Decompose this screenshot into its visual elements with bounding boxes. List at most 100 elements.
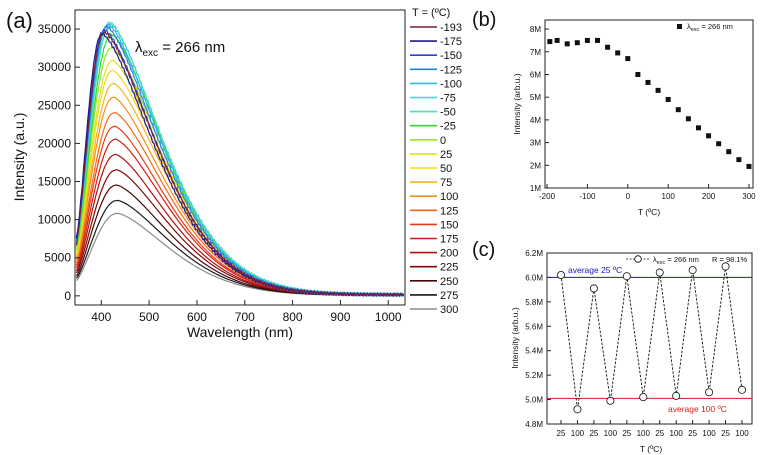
- panel-c-y-ticks: 4.8M 5.0M 5.2M 5.4M 5.6M 5.8M 6.0M 6.2M: [525, 249, 551, 429]
- panel-c-legend-marker: [634, 255, 642, 263]
- panel-a-series-line: [75, 96, 404, 296]
- panel-a-legend-entry: -175: [440, 36, 462, 48]
- panel-a-annotation: λexc = 266 nm: [135, 39, 225, 59]
- panel-c-x-label: T (ºC): [640, 444, 662, 454]
- panel-b-frame: [544, 19, 754, 189]
- panel-b-y-tick-label: 8M: [530, 25, 541, 34]
- panel-c-x-tick-label: 100: [571, 429, 585, 438]
- panel-a-legend-entry: 200: [440, 248, 458, 260]
- panel-b-data-point: [645, 79, 651, 85]
- panel-a-x-tick-label: 800: [283, 310, 303, 324]
- panel-b-x-ticks: -200 -100 0 100 200 300: [539, 184, 756, 201]
- panel-c-y-tick-label: 5.4M: [525, 347, 543, 356]
- panel-b-y-tick-label: 3M: [530, 139, 541, 148]
- panel-c-data-point: [688, 266, 697, 275]
- panel-a-curves: [75, 21, 405, 298]
- panel-c-y-label: Intensity (arb.u.): [510, 307, 520, 369]
- panel-a-legend-entry: 275: [440, 290, 458, 302]
- panel-b-data-point: [675, 107, 681, 113]
- panel-a-y-tick-label: 5000: [44, 251, 71, 265]
- panel-c-average-high-label: average 25 ºC: [568, 265, 622, 275]
- panel-b-chart: -200 -100 0 100 200 300 1M 2M 3M 4M 5M 6M 7M 8M λexc…: [512, 19, 756, 217]
- panel-a-legend-entry: 25: [440, 149, 452, 161]
- panel-a-y-tick-label: 30000: [38, 60, 72, 74]
- panel-a-series-line: [75, 69, 404, 296]
- panel-a-y-ticks: 0 5000 10000 15000 20000 25000 30000 35000: [38, 22, 80, 303]
- panel-c-data-point: [573, 405, 582, 414]
- panel-c-data-point: [589, 284, 598, 293]
- panel-a-legend-entry: 0: [440, 135, 446, 147]
- panel-a-x-tick-label: 700: [235, 310, 255, 324]
- panel-c-x-tick-label: 25: [557, 429, 566, 438]
- panel-a-series-line: [75, 28, 405, 298]
- panel-b-data-point: [685, 116, 691, 122]
- panel-c-x-tick-label: 100: [670, 429, 684, 438]
- panel-b-x-tick-label: -200: [539, 192, 556, 201]
- panel-c-x-tick-label: 25: [589, 429, 598, 438]
- panel-b-y-tick-label: 2M: [530, 161, 541, 170]
- panel-a-chart: 400 500 600 700 800 900 1000 05000100001500020…: [11, 7, 462, 340]
- panel-a-y-tick-label: 35000: [38, 22, 72, 36]
- panel-a-legend: -193 -175 -150 -125 -100 -75 -50 -25 0 25 50 75 100 1…: [410, 22, 462, 316]
- panel-c-x-tick-label: 25: [721, 429, 730, 438]
- panel-a-x-tick-label: 900: [330, 310, 350, 324]
- panel-c-data-point: [655, 268, 664, 277]
- panel-a-legend-entry: 125: [440, 205, 458, 217]
- panel-c-y-tick-label: 5.8M: [525, 298, 543, 307]
- panel-c-data-point: [622, 272, 631, 281]
- panel-b-points: [547, 37, 752, 169]
- panel-c-x-tick-label: 100: [735, 429, 749, 438]
- panel-a-legend-entry: -125: [440, 64, 462, 76]
- panel-b-x-tick-label: 0: [626, 192, 631, 201]
- panel-a-legend-title: T = (ºC): [412, 7, 450, 19]
- panel-b-x-tick-label: 100: [662, 192, 676, 201]
- panel-c-average-low-label: average 100 ºC: [668, 404, 727, 414]
- panel-a-y-label: Intensity (a.u.): [11, 113, 27, 202]
- panel-b-x-tick-label: 300: [742, 192, 756, 201]
- panel-a-frame: [74, 9, 406, 306]
- panel-a-legend-entry: -25: [440, 121, 456, 133]
- panel-c-y-tick-label: 5.0M: [525, 396, 543, 405]
- panel-c-data-point: [738, 385, 747, 394]
- panel-a-series-line: [75, 31, 405, 298]
- panel-c-data-point: [557, 270, 566, 279]
- panel-c-r-label: R = 98.1%: [712, 255, 748, 264]
- panel-b-data-point: [635, 71, 641, 77]
- panel-b-x-tick-label: 200: [702, 192, 716, 201]
- panel-a-legend-entry: -150: [440, 50, 462, 62]
- panel-a-y-tick-label: 15000: [38, 175, 72, 189]
- panel-b-y-tick-label: 1M: [530, 184, 541, 193]
- panel-b-data-point: [584, 37, 590, 43]
- panel-b-legend-label: λexc = 266 nm: [687, 22, 733, 33]
- panel-c-data-point: [672, 391, 681, 400]
- panel-c-y-tick-label: 5.6M: [525, 322, 543, 331]
- panel-a-x-tick-label: 600: [187, 310, 207, 324]
- panel-b-data-point: [625, 56, 631, 62]
- panel-a-legend-entry: -75: [440, 93, 456, 105]
- panel-a-x-tick-label: 1000: [375, 310, 402, 324]
- panel-c-x-ticks: 25 100 25 100 25 100 25 100 25 100 25 100: [557, 420, 749, 438]
- panel-b-data-point: [595, 37, 601, 43]
- panel-b-y-label: Intensity (arb.u.): [512, 73, 522, 135]
- panel-b-data-point: [706, 133, 712, 139]
- panel-label-b: (b): [472, 9, 496, 31]
- panel-b-data-point: [716, 141, 722, 147]
- panel-b-data-point: [615, 50, 621, 56]
- panel-c-data-point: [705, 388, 714, 397]
- panel-b-data-point: [746, 163, 752, 169]
- panel-c-data-point: [639, 393, 648, 402]
- panel-a-x-ticks: 400 500 600 700 800 900 1000: [91, 300, 402, 324]
- panel-b-data-point: [726, 149, 732, 155]
- panel-a-legend-entry: 50: [440, 163, 452, 175]
- panel-b-x-tick-label: -100: [579, 192, 596, 201]
- panel-b-y-tick-label: 6M: [530, 70, 541, 79]
- panel-a-x-tick-label: 400: [91, 310, 111, 324]
- panel-c-frame: [546, 252, 753, 425]
- panel-c-x-tick-label: 25: [655, 429, 664, 438]
- panel-c-y-tick-label: 6.0M: [525, 273, 543, 282]
- panel-b-y-tick-label: 5M: [530, 93, 541, 102]
- panel-c-chart: 25 100 25 100 25 100 25 100 25 100 25 100 4.8M 5.0M 5…: [510, 249, 753, 454]
- panel-c-y-tick-label: 5.2M: [525, 371, 543, 380]
- panel-a-legend-entry: -100: [440, 78, 462, 90]
